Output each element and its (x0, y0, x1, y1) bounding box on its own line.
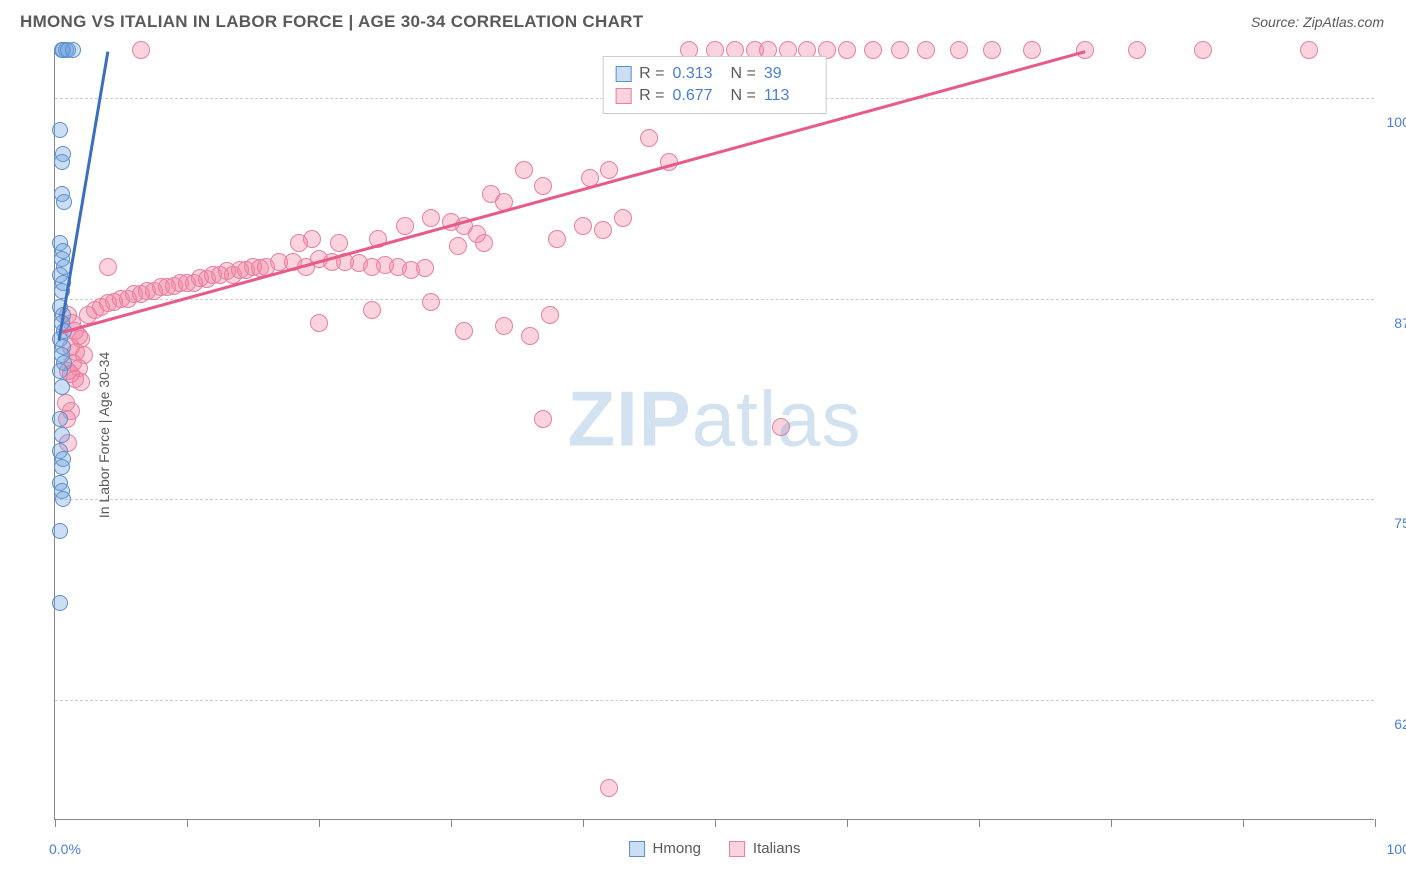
data-point-hmong (65, 42, 81, 58)
data-point-italians (521, 327, 539, 345)
chart-source: Source: ZipAtlas.com (1251, 14, 1384, 30)
x-tick (847, 819, 848, 827)
x-tick (187, 819, 188, 827)
data-point-italians (640, 129, 658, 147)
data-point-italians (600, 779, 618, 797)
data-point-italians (983, 41, 1001, 59)
data-point-italians (534, 177, 552, 195)
y-tick-label: 100.0% (1379, 114, 1406, 130)
data-point-italians (772, 418, 790, 436)
legend: Hmong Italians (629, 840, 801, 857)
n-label: N = (731, 87, 756, 105)
data-point-italians (838, 41, 856, 59)
data-point-italians (917, 41, 935, 59)
data-point-italians (950, 41, 968, 59)
x-tick (1111, 819, 1112, 827)
data-point-italians (422, 293, 440, 311)
y-axis-title: In Labor Force | Age 30-34 (96, 351, 112, 517)
data-point-italians (864, 41, 882, 59)
data-point-hmong (54, 154, 70, 170)
data-point-italians (548, 230, 566, 248)
data-point-italians (614, 209, 632, 227)
r-label: R = (639, 87, 664, 105)
data-point-hmong (52, 595, 68, 611)
data-point-italians (515, 161, 533, 179)
legend-label-italians: Italians (753, 840, 801, 857)
x-tick (979, 819, 980, 827)
legend-swatch-hmong (629, 841, 645, 857)
data-point-italians (475, 234, 493, 252)
data-point-italians (132, 41, 150, 59)
chart-title: HMONG VS ITALIAN IN LABOR FORCE | AGE 30… (20, 12, 643, 32)
stats-row-hmong: R = 0.313 N = 39 (615, 63, 814, 85)
legend-item-italians: Italians (729, 840, 801, 857)
x-tick (1243, 819, 1244, 827)
y-tick-label: 87.5% (1379, 315, 1406, 331)
data-point-italians (396, 217, 414, 235)
legend-label-hmong: Hmong (653, 840, 701, 857)
data-point-italians (574, 217, 592, 235)
data-point-italians (1194, 41, 1212, 59)
x-tick (583, 819, 584, 827)
x-tick (451, 819, 452, 827)
data-point-hmong (54, 427, 70, 443)
data-point-italians (891, 41, 909, 59)
data-point-italians (449, 237, 467, 255)
x-axis-min-label: 0.0% (49, 841, 81, 857)
gridline (55, 299, 1374, 300)
data-point-italians (541, 306, 559, 324)
chart-header: HMONG VS ITALIAN IN LABOR FORCE | AGE 30… (0, 0, 1406, 40)
x-tick (1375, 819, 1376, 827)
data-point-italians (455, 322, 473, 340)
data-point-italians (1128, 41, 1146, 59)
data-point-italians (534, 410, 552, 428)
data-point-italians (594, 221, 612, 239)
x-axis-max-label: 100.0% (1387, 841, 1406, 857)
n-value-italians: 113 (764, 87, 814, 105)
x-tick (55, 819, 56, 827)
data-point-hmong (56, 194, 72, 210)
legend-item-hmong: Hmong (629, 840, 701, 857)
data-point-italians (99, 258, 117, 276)
n-label: N = (731, 65, 756, 83)
data-point-italians (600, 161, 618, 179)
chart-plot-area: ZIPatlas In Labor Force | Age 30-34 62.5… (54, 50, 1374, 820)
stats-row-italians: R = 0.677 N = 113 (615, 85, 814, 107)
trend-line-italians (61, 50, 1085, 334)
data-point-hmong (52, 523, 68, 539)
data-point-hmong (55, 491, 71, 507)
swatch-italians (615, 88, 631, 104)
y-tick-label: 62.5% (1379, 716, 1406, 732)
data-point-italians (1300, 41, 1318, 59)
data-point-hmong (52, 411, 68, 427)
x-tick (319, 819, 320, 827)
data-point-italians (303, 230, 321, 248)
data-point-hmong (54, 459, 70, 475)
r-value-hmong: 0.313 (673, 65, 723, 83)
r-label: R = (639, 65, 664, 83)
correlation-stats-box: R = 0.313 N = 39 R = 0.677 N = 113 (602, 56, 827, 114)
data-point-italians (363, 301, 381, 319)
n-value-hmong: 39 (764, 65, 814, 83)
data-point-italians (330, 234, 348, 252)
data-point-hmong (52, 122, 68, 138)
y-tick-label: 75.0% (1379, 515, 1406, 531)
legend-swatch-italians (729, 841, 745, 857)
x-tick (715, 819, 716, 827)
gridline (55, 499, 1374, 500)
data-point-italians (416, 259, 434, 277)
data-point-italians (495, 317, 513, 335)
swatch-hmong (615, 66, 631, 82)
gridline (55, 700, 1374, 701)
data-point-hmong (52, 363, 68, 379)
data-point-italians (422, 209, 440, 227)
watermark-bold: ZIP (567, 375, 691, 463)
data-point-italians (1023, 41, 1041, 59)
watermark: ZIPatlas (567, 374, 861, 465)
r-value-italians: 0.677 (673, 87, 723, 105)
data-point-hmong (54, 379, 70, 395)
data-point-italians (310, 314, 328, 332)
